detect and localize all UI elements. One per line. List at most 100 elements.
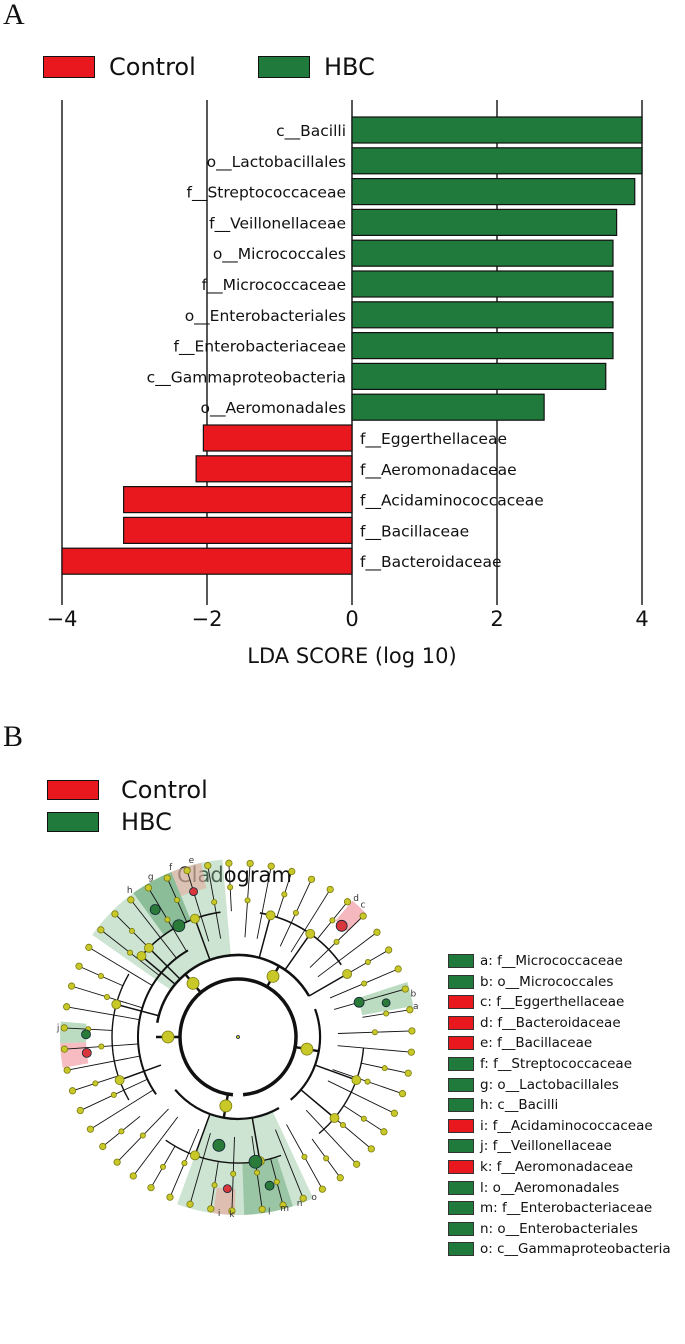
clade-node: [190, 913, 200, 924]
clade-node: [307, 875, 316, 883]
clade-node: [166, 1193, 174, 1201]
clade-branch: [258, 915, 272, 958]
clade-letter: d: [353, 894, 359, 904]
clade-node: [63, 1003, 71, 1011]
clade-node-lactobacillales: [149, 904, 161, 915]
clade-node: [207, 1205, 215, 1213]
clade-ring: [178, 977, 298, 1097]
clade-node: [246, 859, 254, 868]
cladogram-key-row: i: f__Acidaminococcaceae: [448, 1116, 653, 1136]
cladogram-key-label: c: f__Eggerthellaceae: [480, 994, 625, 1011]
clade-node: [161, 1030, 175, 1044]
clade-node: [339, 1122, 346, 1129]
panel-a-label: A: [3, 0, 25, 31]
clade-node-bacilli: [172, 919, 186, 933]
bar-label: o__Lactobacillales: [207, 153, 346, 172]
clade-node: [367, 1145, 375, 1153]
clade-node: [60, 1045, 69, 1053]
clade-node: [300, 1042, 314, 1056]
clade-node-bacillaceae: [189, 887, 198, 897]
clade-node: [281, 891, 288, 898]
bar-label: c__Gammaproteobacteria: [147, 368, 346, 387]
clade-branch: [337, 1045, 412, 1053]
clade-node: [336, 1174, 344, 1182]
clade-node: [144, 943, 154, 953]
clade-node: [244, 897, 251, 904]
bar-label: f__Veillonellaceae: [209, 214, 346, 233]
clade-node: [305, 928, 316, 939]
clade-branch: [300, 1089, 336, 1119]
clade-node: [364, 1078, 371, 1085]
clade-node: [127, 949, 134, 956]
clade-node: [173, 896, 180, 903]
clade-ring: [290, 1008, 322, 1101]
bar-label: o__Micrococcales: [213, 245, 346, 264]
clade-node: [227, 884, 234, 891]
cladogram-key-label: j: f__Veillonellaceae: [480, 1138, 612, 1155]
cladogram-key-label: h: c__Bacilli: [480, 1097, 559, 1114]
legend-a-hbc-swatch: [258, 56, 310, 78]
clade-ring: [111, 973, 130, 1101]
x-tick-label: 0: [345, 607, 358, 631]
clade-branch: [130, 899, 177, 959]
cladogram-key-row: d: f__Bacteroidaceae: [448, 1013, 621, 1033]
bar-label: f__Acidaminococcaceae: [360, 492, 544, 511]
legend-a-hbc-label: HBC: [324, 53, 375, 81]
clade-node: [329, 917, 336, 924]
clade-letter: b: [411, 990, 417, 1000]
clade-node: [364, 959, 371, 966]
cladogram-key-row: f: f__Streptococcaceae: [448, 1054, 632, 1074]
clade-node: [326, 885, 334, 894]
clade-ring: [318, 1047, 365, 1135]
clade-node: [230, 1170, 237, 1177]
clade-node: [390, 1109, 398, 1117]
clade-node: [404, 1069, 412, 1077]
clade-branch: [251, 1117, 261, 1162]
clade-node: [373, 928, 381, 936]
clade-node: [351, 1075, 362, 1085]
clade-letter: h: [127, 886, 133, 896]
cladogram-key-row: c: f__Eggerthellaceae: [448, 992, 624, 1012]
cladogram-key-label: f: f__Streptococcaceae: [480, 1056, 633, 1072]
cladogram-key-label: a: f__Micrococcaceae: [480, 953, 623, 969]
cladogram-key-row: b: o__Micrococcales: [448, 972, 613, 992]
clade-node: [258, 1205, 266, 1213]
clade-node: [63, 1066, 71, 1074]
clade-node: [111, 910, 119, 918]
clade-node: [301, 1153, 308, 1160]
cladogram-key-swatch: [448, 1160, 474, 1174]
cladogram-key-swatch: [448, 1098, 474, 1113]
clade-node-enterobacteriales: [248, 1154, 263, 1169]
clade-node: [292, 909, 299, 916]
clade-node: [225, 859, 233, 867]
clade-node: [299, 1194, 307, 1202]
cladogram-key-swatch: [448, 1077, 474, 1092]
cladogram-key-row: a: f__Micrococcaceae: [448, 951, 623, 971]
clade-root: [236, 1035, 240, 1039]
legend-a-control-swatch: [43, 56, 95, 78]
clade-node: [129, 1172, 137, 1180]
clade-letter: k: [229, 1210, 235, 1220]
lda-bar: [61, 547, 353, 575]
clade-node: [407, 1048, 415, 1056]
cladogram-key-label: g: o__Lactobacillales: [480, 1076, 619, 1093]
clade-node: [114, 1075, 125, 1085]
clade-node: [228, 1207, 236, 1215]
clade-node-eggerthellaceae: [81, 1047, 92, 1058]
clade-node: [110, 1091, 117, 1098]
cladogram-key-row: o: c__Gammaproteobacteria: [448, 1239, 671, 1259]
clade-branch: [284, 933, 311, 971]
clade-branch: [132, 1116, 179, 1177]
clade-branch: [116, 1003, 159, 1017]
lda-bar-chart: c__Bacilli o__Lactobacillales f__Streptoco…: [47, 100, 649, 668]
cladogram-key-swatch: [448, 1221, 474, 1236]
clade-node: [406, 1006, 414, 1014]
clade-node: [139, 1132, 146, 1139]
clade-branch: [275, 1129, 304, 1199]
clade-node: [144, 884, 152, 892]
cladogram-key-swatch: [448, 1180, 474, 1195]
bar-label: o__Aeromonadales: [200, 399, 346, 418]
clade-node-micrococcales: [353, 996, 365, 1008]
clade-letter: n: [297, 1199, 303, 1209]
lda-bar: [351, 301, 614, 329]
